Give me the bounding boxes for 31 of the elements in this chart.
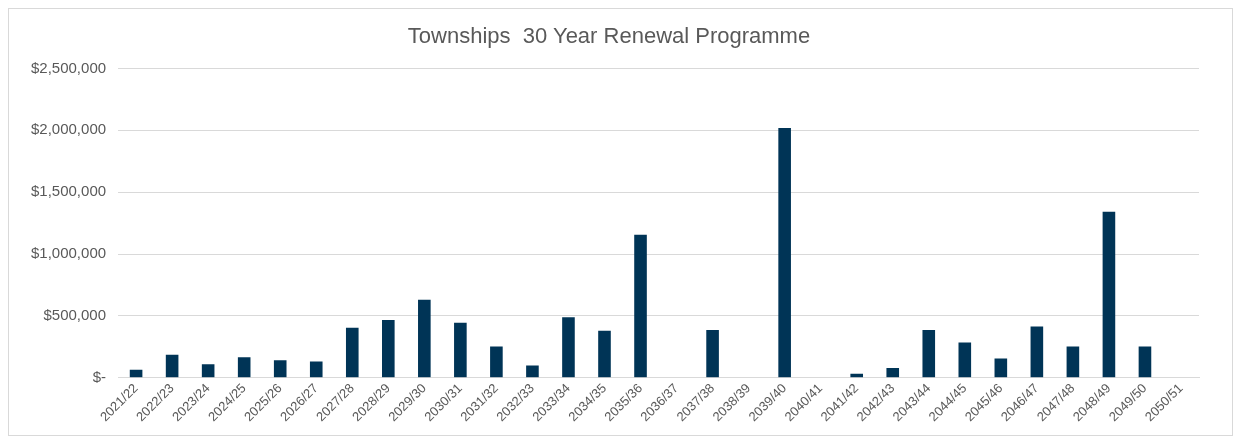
bar: [778, 128, 791, 378]
y-tick-label: $1,000,000: [31, 244, 107, 262]
y-tick-label: $1,500,000: [31, 182, 107, 200]
bar: [273, 360, 287, 378]
bar: [958, 342, 972, 378]
bar: [526, 365, 539, 378]
bar: [201, 364, 215, 378]
bar: [922, 330, 936, 378]
y-tick-label: $2,000,000: [31, 120, 107, 138]
bar: [1030, 326, 1044, 378]
y-tick-label: $-: [92, 367, 107, 385]
bar: [382, 319, 395, 378]
y-tick-label: $500,000: [43, 306, 107, 324]
bar: [454, 322, 467, 378]
bar: [490, 346, 503, 378]
bar: [1138, 346, 1152, 378]
bar: [165, 354, 179, 378]
bar: [562, 317, 575, 378]
bar: [634, 234, 647, 378]
bar: [237, 357, 251, 378]
bar: [598, 330, 611, 378]
bar: [1066, 346, 1080, 378]
chart-title: Townships 30 Year Renewal Programme: [407, 23, 811, 49]
bar: [1102, 211, 1116, 378]
bar: [886, 367, 900, 378]
bar: [994, 358, 1008, 378]
bar: [345, 327, 359, 378]
bar: [418, 299, 431, 378]
y-tick-label: $2,500,000: [31, 58, 107, 76]
bar: [706, 330, 719, 378]
bar: [309, 361, 323, 378]
